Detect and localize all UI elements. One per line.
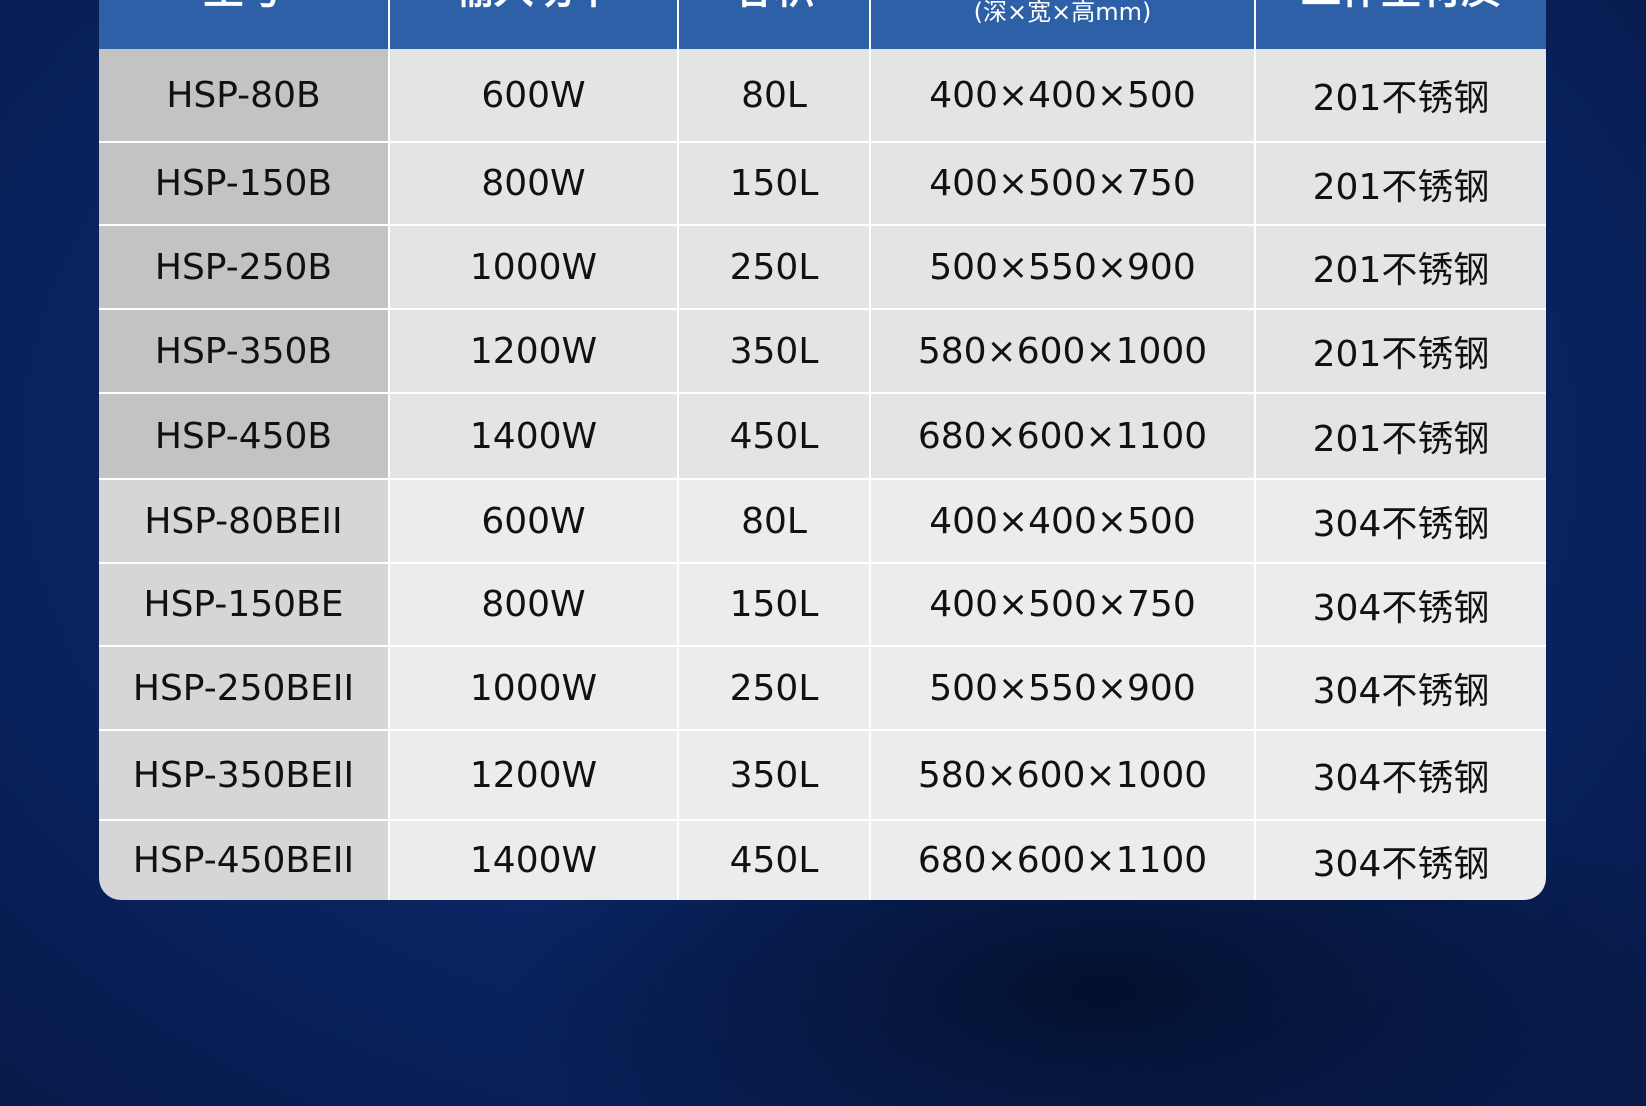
cell-inner-size: 400×500×750: [871, 143, 1256, 224]
cell-power: 1200W: [390, 310, 679, 392]
header-model: 型号: [99, 0, 390, 49]
table-row: HSP-350B 1200W 350L 580×600×1000 201不锈钢: [99, 308, 1546, 392]
header-power: 输入功率: [390, 0, 679, 49]
cell-inner-size: 680×600×1100: [871, 821, 1256, 900]
spec-table: 型号输入功率容积内胆尺寸(深×宽×高mm)工作室材质 HSP-80B600W80…: [99, 0, 1546, 900]
cell-model: HSP-150BE: [99, 564, 390, 645]
cell-inner-size: 580×600×1000: [871, 731, 1256, 819]
table-header: 型号输入功率容积内胆尺寸(深×宽×高mm)工作室材质: [99, 0, 1546, 49]
table-row: HSP-250B 1000W 250L 500×550×900 201不锈钢: [99, 224, 1546, 308]
cell-model: HSP-450B: [99, 394, 390, 478]
cell-volume: 150L: [679, 143, 871, 224]
cell-power: 600W: [390, 480, 679, 562]
cell-material: 304不锈钢: [1256, 480, 1546, 562]
cell-volume: 150L: [679, 564, 871, 645]
cell-power: 1400W: [390, 394, 679, 478]
cell-volume: 350L: [679, 310, 871, 392]
cell-inner-size: 580×600×1000: [871, 310, 1256, 392]
cell-power: 1400W: [390, 821, 679, 900]
cell-model: HSP-250BEII: [99, 647, 390, 729]
cell-material: 304不锈钢: [1256, 647, 1546, 729]
cell-power: 800W: [390, 564, 679, 645]
header-label: 输入功率: [390, 0, 677, 12]
cell-model: HSP-150B: [99, 143, 390, 224]
header-inner-size: 内胆尺寸(深×宽×高mm): [871, 0, 1256, 49]
table-row: HSP-150BE 800W 150L 400×500×750 304不锈钢: [99, 562, 1546, 645]
table-row: HSP-250BEII 1000W 250L 500×550×900 304不锈钢: [99, 645, 1546, 729]
header-label: 型号: [99, 0, 388, 12]
cell-volume: 250L: [679, 647, 871, 729]
cell-model: HSP-350B: [99, 310, 390, 392]
cell-material: 201不锈钢: [1256, 226, 1546, 308]
cell-volume: 250L: [679, 226, 871, 308]
cell-inner-size: 500×550×900: [871, 647, 1256, 729]
cell-material: 304不锈钢: [1256, 731, 1546, 819]
header-label: 容积: [679, 0, 869, 12]
cell-power: 1200W: [390, 731, 679, 819]
cell-inner-size: 400×400×500: [871, 49, 1256, 141]
cell-inner-size: 680×600×1100: [871, 394, 1256, 478]
cell-power: 1000W: [390, 226, 679, 308]
cell-material: 304不锈钢: [1256, 821, 1546, 900]
cell-model: HSP-350BEII: [99, 731, 390, 819]
header-material: 工作室材质: [1256, 0, 1546, 49]
cell-model: HSP-250B: [99, 226, 390, 308]
cell-volume: 450L: [679, 821, 871, 900]
cell-material: 304不锈钢: [1256, 564, 1546, 645]
cell-model: HSP-80B: [99, 49, 390, 141]
header-volume: 容积: [679, 0, 871, 49]
cell-volume: 80L: [679, 49, 871, 141]
header-sublabel: (深×宽×高mm): [973, 0, 1152, 26]
cell-model: HSP-450BEII: [99, 821, 390, 900]
table-row: HSP-150B 800W 150L 400×500×750 201不锈钢: [99, 141, 1546, 224]
cell-power: 800W: [390, 143, 679, 224]
cell-volume: 80L: [679, 480, 871, 562]
cell-material: 201不锈钢: [1256, 49, 1546, 141]
cell-volume: 450L: [679, 394, 871, 478]
cell-volume: 350L: [679, 731, 871, 819]
table-row: HSP-450BEII 1400W 450L 680×600×1100 304不锈钢: [99, 819, 1546, 900]
cell-power: 1000W: [390, 647, 679, 729]
header-label: 工作室材质: [1256, 0, 1546, 12]
cell-inner-size: 500×550×900: [871, 226, 1256, 308]
cell-material: 201不锈钢: [1256, 394, 1546, 478]
table-row: HSP-350BEII 1200W 350L 580×600×1000 304不锈钢: [99, 729, 1546, 819]
cell-model: HSP-80BEII: [99, 480, 390, 562]
cell-material: 201不锈钢: [1256, 310, 1546, 392]
table-row: HSP-80BEII 600W 80L 400×400×500 304不锈钢: [99, 478, 1546, 562]
cell-material: 201不锈钢: [1256, 143, 1546, 224]
cell-power: 600W: [390, 49, 679, 141]
table-row: HSP-450B 1400W 450L 680×600×1100 201不锈钢: [99, 392, 1546, 478]
cell-inner-size: 400×400×500: [871, 480, 1256, 562]
cell-inner-size: 400×500×750: [871, 564, 1256, 645]
table-row: HSP-80B 600W 80L 400×400×500 201不锈钢: [99, 49, 1546, 141]
